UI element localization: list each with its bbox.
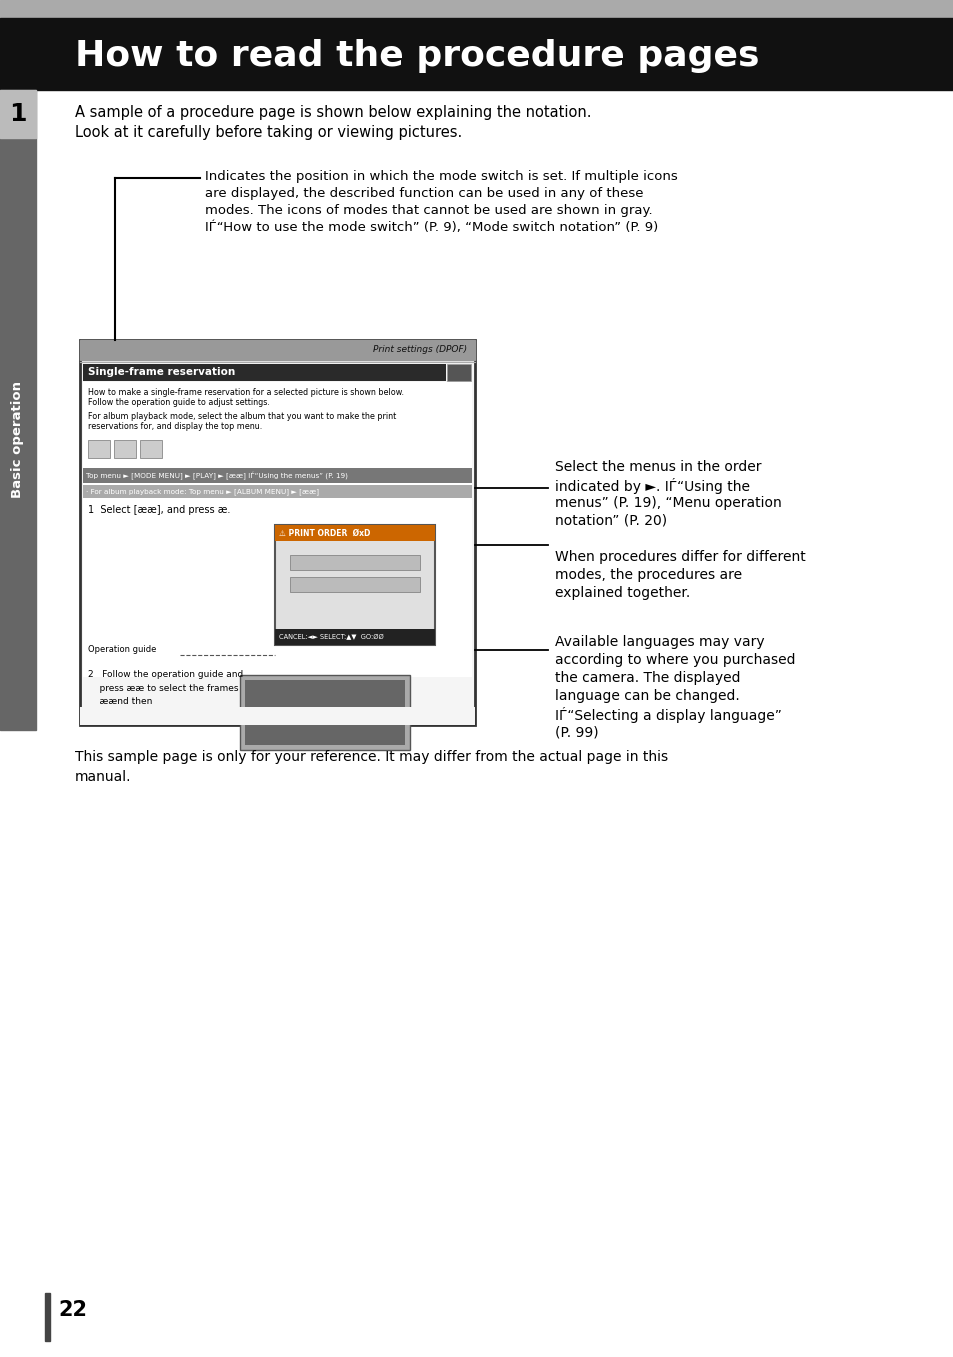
Bar [245, 680, 405, 745]
Text: Select the menus in the order: Select the menus in the order [555, 460, 760, 474]
Text: Basic operation: Basic operation [11, 381, 25, 498]
Text: 1  Select [ææ], and press æ.: 1 Select [ææ], and press æ. [88, 505, 230, 516]
Bar [45, 1293, 50, 1341]
Text: Single-frame reservation: Single-frame reservation [88, 366, 235, 377]
Bar [290, 577, 419, 592]
Text: This sample page is only for your reference. It may differ from the actual page : This sample page is only for your refere… [75, 750, 667, 764]
Text: modes. The icons of modes that cannot be used are shown in gray.: modes. The icons of modes that cannot be… [205, 204, 652, 217]
Bar [83, 468, 472, 483]
Text: ІЃ“Selecting a display language”: ІЃ“Selecting a display language” [555, 707, 781, 723]
Text: Look at it carefully before taking or viewing pictures.: Look at it carefully before taking or vi… [75, 125, 462, 140]
Text: ІЃ“How to use the mode switch” (P. 9), “Mode switch notation” (P. 9): ІЃ“How to use the mode switch” (P. 9), “… [205, 221, 658, 233]
Text: manual.: manual. [75, 769, 132, 784]
Text: Available languages may vary: Available languages may vary [555, 635, 763, 649]
Text: Indicates the position in which the mode switch is set. If multiple icons: Indicates the position in which the mode… [205, 170, 677, 183]
Text: CANCEL:◄► SELECT:▲▼  GO:ØØ: CANCEL:◄► SELECT:▲▼ GO:ØØ [278, 634, 383, 641]
Text: For album playback mode, select the album that you want to make the print: For album playback mode, select the albu… [88, 413, 395, 421]
Text: 1: 1 [10, 102, 27, 126]
Bar [240, 674, 410, 750]
Text: modes, the procedures are: modes, the procedures are [555, 569, 741, 582]
Bar [80, 341, 475, 360]
Text: of: of [88, 710, 108, 719]
Bar [88, 440, 110, 459]
Text: ⚠ PRINT ORDER  ØxD: ⚠ PRINT ORDER ØxD [278, 528, 370, 537]
Text: reservations for, and display the top menu.: reservations for, and display the top me… [88, 422, 262, 432]
Text: Print settings (DPOF): Print settings (DPOF) [373, 346, 467, 354]
Bar [274, 630, 435, 645]
Text: menus” (P. 19), “Menu operation: menus” (P. 19), “Menu operation [555, 497, 781, 510]
Bar [80, 707, 475, 725]
Bar [0, 18, 953, 90]
Bar [80, 341, 475, 725]
Text: according to where you purchased: according to where you purchased [555, 653, 795, 668]
Bar [113, 440, 136, 459]
Text: notation” (P. 20): notation” (P. 20) [555, 514, 666, 528]
Text: Top menu ► [MODE MENU] ► [PLAY] ► [ææ] ІЃ“Using the menus” (P. 19): Top menu ► [MODE MENU] ► [PLAY] ► [ææ] І… [86, 471, 348, 479]
Bar [274, 525, 435, 645]
Bar [0, 90, 36, 138]
Text: · For album playback mode: Top menu ► [ALBUM MENU] ► [ææ]: · For album playback mode: Top menu ► [A… [86, 489, 318, 495]
Text: Operation guide: Operation guide [88, 646, 156, 654]
Text: When procedures differ for different: When procedures differ for different [555, 550, 805, 565]
Text: are displayed, the described function can be used in any of these: are displayed, the described function ca… [205, 187, 643, 199]
Bar [274, 525, 435, 541]
Text: 22: 22 [58, 1300, 87, 1320]
Text: language can be changed.: language can be changed. [555, 689, 739, 703]
Bar [0, 90, 36, 730]
Bar [447, 364, 471, 381]
Text: How to read the procedure pages: How to read the procedure pages [75, 39, 759, 73]
Text: How to make a single-frame reservation for a selected picture is shown below.: How to make a single-frame reservation f… [88, 388, 403, 398]
Bar [83, 484, 472, 498]
Text: the camera. The displayed: the camera. The displayed [555, 670, 740, 685]
Bar [83, 383, 472, 677]
Text: indicated by ►. ІЃ“Using the: indicated by ►. ІЃ“Using the [555, 478, 749, 494]
Text: 2   Follow the operation guide and: 2 Follow the operation guide and [88, 670, 243, 678]
Bar [290, 555, 419, 570]
Bar [0, 0, 953, 18]
Text: Follow the operation guide to adjust settings.: Follow the operation guide to adjust set… [88, 398, 270, 407]
Bar [140, 440, 162, 459]
Text: explained together.: explained together. [555, 586, 690, 600]
Text: A sample of a procedure page is shown below explaining the notation.: A sample of a procedure page is shown be… [75, 104, 591, 119]
Text: press ææ to select the frames: press ææ to select the frames [88, 684, 238, 693]
Text: æænd then: æænd then [88, 697, 152, 706]
Text: (P. 99): (P. 99) [555, 725, 598, 740]
Bar [83, 364, 446, 381]
